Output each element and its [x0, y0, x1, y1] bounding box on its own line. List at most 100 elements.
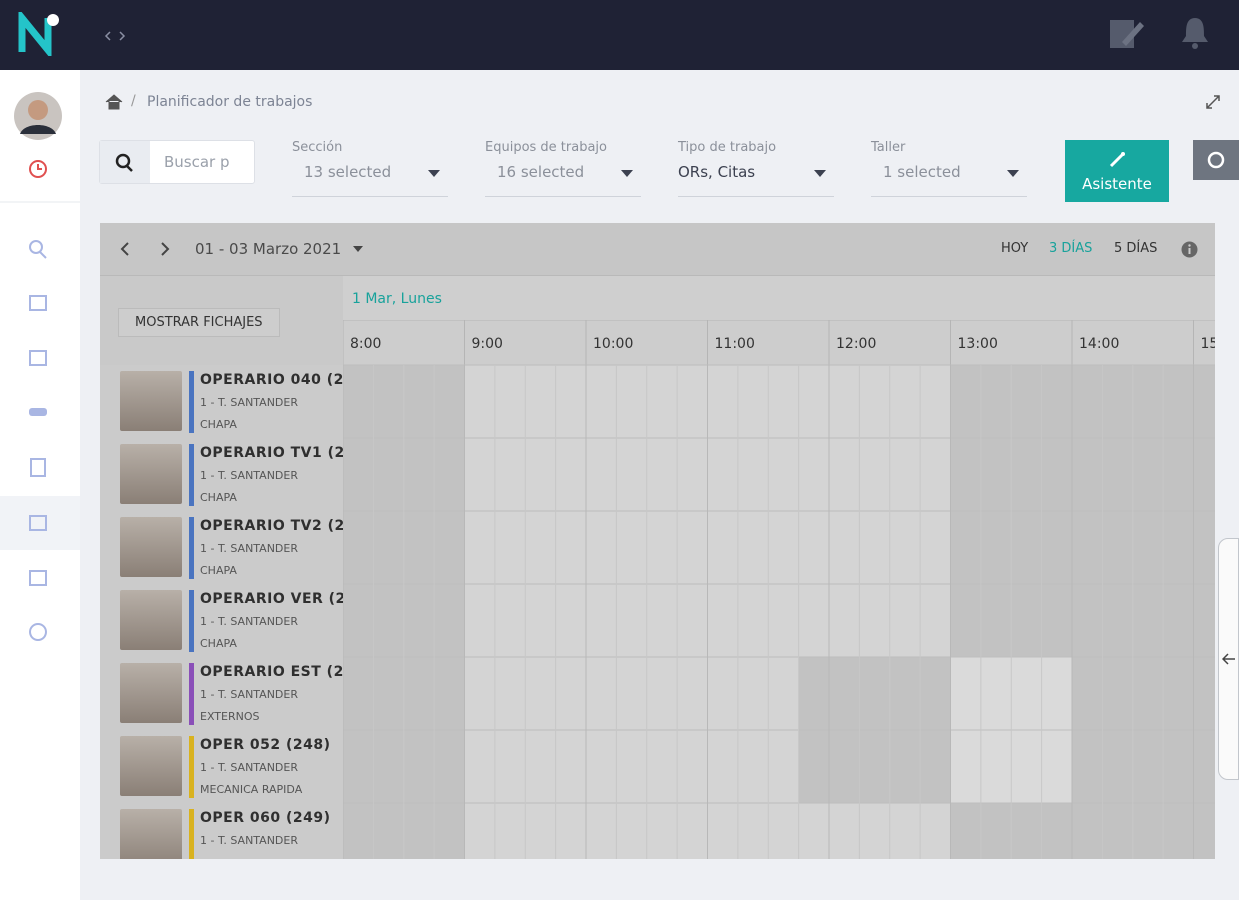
expand-icon[interactable] — [1205, 94, 1221, 110]
view-button[interactable]: HOY — [1001, 241, 1029, 256]
hour-label: 12:00 — [836, 336, 876, 352]
filter-label: Sección — [292, 140, 343, 155]
show-fichajes-button[interactable]: MOSTRAR FICHAJES — [118, 308, 280, 337]
row-shade — [950, 511, 1215, 584]
row-shade — [950, 803, 1215, 859]
side-panel-handle[interactable] — [1218, 538, 1239, 780]
section-color — [189, 444, 194, 506]
dropdown-caret — [1007, 170, 1019, 177]
section-color — [189, 809, 194, 859]
dropdown-caret — [621, 170, 633, 177]
hour-label: 10:00 — [593, 336, 633, 352]
operator-row[interactable]: OPER 060 (249) 1 - T. SANTANDER — [100, 803, 343, 859]
row-shade — [1072, 730, 1215, 803]
section-color — [189, 590, 194, 652]
avatar — [120, 590, 182, 650]
date-range[interactable]: 01 - 03 Marzo 2021 — [195, 240, 342, 258]
hour-label: 9:00 — [472, 336, 503, 352]
row-shade — [950, 365, 1215, 438]
refresh-button[interactable] — [1193, 140, 1239, 180]
nav-arrows[interactable] — [118, 241, 178, 257]
operator-workshop: 1 - T. SANTANDER — [200, 688, 298, 701]
operator-workshop: 1 - T. SANTANDER — [200, 615, 298, 628]
day-header: 1 Mar, Lunes — [352, 291, 442, 307]
operator-name: OPERARIO EST (26 — [200, 664, 343, 680]
hour-label: 11:00 — [715, 336, 755, 352]
section-color — [189, 371, 194, 433]
operator-name: OPERARIO 040 (24 — [200, 372, 343, 388]
operator-section: MECANICA RAPIDA — [200, 783, 303, 796]
assistant-button[interactable]: Asistente — [1065, 140, 1169, 202]
dropdown-caret — [814, 170, 826, 177]
operator-workshop: 1 - T. SANTANDER — [200, 469, 298, 482]
filter-label: Equipos de trabajo — [485, 140, 608, 155]
filter-label: Taller — [871, 140, 906, 155]
row-shade — [798, 657, 951, 730]
filter[interactable]: Tipo de trabajo ORs, Citas — [678, 140, 834, 197]
breadcrumb: Planificador de trabajos — [147, 94, 313, 110]
operator-row[interactable]: OPERARIO VER (26 1 - T. SANTANDER CHAPA — [100, 584, 343, 657]
search-placeholder: Buscar p — [164, 153, 230, 171]
sidebar-icons — [0, 92, 80, 641]
calendar: 01 - 03 Marzo 2021 HOY 3 DÍAS 5 DÍAS MOSTR… — [100, 223, 1215, 859]
corner: MOSTRAR FICHAJES — [100, 276, 343, 365]
operator-row[interactable]: OPERARIO TV1 (26 1 - T. SANTANDER CHAPA — [100, 438, 343, 511]
notifications[interactable] — [1180, 16, 1210, 50]
sidebar — [0, 70, 80, 900]
view-button[interactable]: 3 DÍAS — [1049, 241, 1093, 256]
avatar — [120, 371, 182, 431]
operator-row[interactable]: OPERARIO EST (26 1 - T. SANTANDER EXTERNOS — [100, 657, 343, 730]
assistant-label: Asistente — [1082, 175, 1152, 193]
filter-label: Tipo de trabajo — [678, 140, 777, 155]
hours-header — [343, 320, 1215, 365]
schedule-grid: 8:00 9:00 10:00 11:00 12:00 13:00 14:00 15:00 — [343, 320, 1215, 859]
info-icon[interactable] — [1181, 241, 1198, 258]
operator-workshop: 1 - T. SANTANDER — [200, 761, 298, 774]
filter-value: ORs, Citas — [678, 163, 756, 181]
operator-row[interactable]: OPER 052 (248) 1 - T. SANTANDER MECANICA R… — [100, 730, 343, 803]
logo[interactable] — [18, 12, 62, 56]
row-shade — [950, 438, 1215, 511]
edit-icon[interactable] — [1108, 16, 1146, 52]
row-shade — [950, 584, 1215, 657]
avatar — [120, 809, 182, 859]
operator-name: OPERARIO VER (26 — [200, 591, 343, 607]
section-color — [189, 517, 194, 579]
hour-label: 14:00 — [1079, 336, 1119, 352]
search-box[interactable]: Buscar p — [99, 140, 255, 184]
view-button[interactable]: 5 DÍAS — [1114, 241, 1158, 256]
hour-label: 13:00 — [958, 336, 998, 352]
operator-row[interactable]: OPERARIO 040 (24 1 - T. SANTANDER CHAPA — [100, 365, 343, 438]
avatar — [120, 444, 182, 504]
operator-name: OPERARIO TV1 (26 — [200, 445, 343, 461]
filter[interactable]: Sección 13 selected — [292, 140, 448, 197]
home-icon[interactable] — [105, 94, 123, 110]
avatar — [120, 736, 182, 796]
dropdown-caret — [428, 170, 440, 177]
section-color — [189, 663, 194, 725]
operator-workshop: 1 - T. SANTANDER — [200, 834, 298, 847]
row-shade — [1072, 657, 1215, 730]
operator-section: CHAPA — [200, 564, 237, 577]
filter[interactable]: Taller 1 selected — [871, 140, 1027, 197]
filter-value: 1 selected — [883, 163, 961, 181]
breadcrumb-separator: / — [131, 93, 136, 109]
operator-section: CHAPA — [200, 418, 237, 431]
avatar — [120, 663, 182, 723]
operator-section: CHAPA — [200, 637, 237, 650]
operator-workshop: 1 - T. SANTANDER — [200, 542, 298, 555]
row-shade — [798, 730, 951, 803]
section-color — [189, 736, 194, 798]
filter-value: 13 selected — [304, 163, 392, 181]
operator-name: OPER 052 (248) — [200, 737, 331, 753]
calendar-toolbar: 01 - 03 Marzo 2021 HOY 3 DÍAS 5 DÍAS — [100, 223, 1215, 276]
collapse-toggle[interactable] — [104, 30, 126, 42]
operator-section: EXTERNOS — [200, 710, 260, 723]
operator-row[interactable]: OPERARIO TV2 (26 1 - T. SANTANDER CHAPA — [100, 511, 343, 584]
hour-label: 8:00 — [350, 336, 381, 352]
avatar — [120, 517, 182, 577]
operator-name: OPER 060 (249) — [200, 810, 331, 826]
top-bar — [0, 0, 1239, 70]
filter[interactable]: Equipos de trabajo 16 selected — [485, 140, 641, 197]
